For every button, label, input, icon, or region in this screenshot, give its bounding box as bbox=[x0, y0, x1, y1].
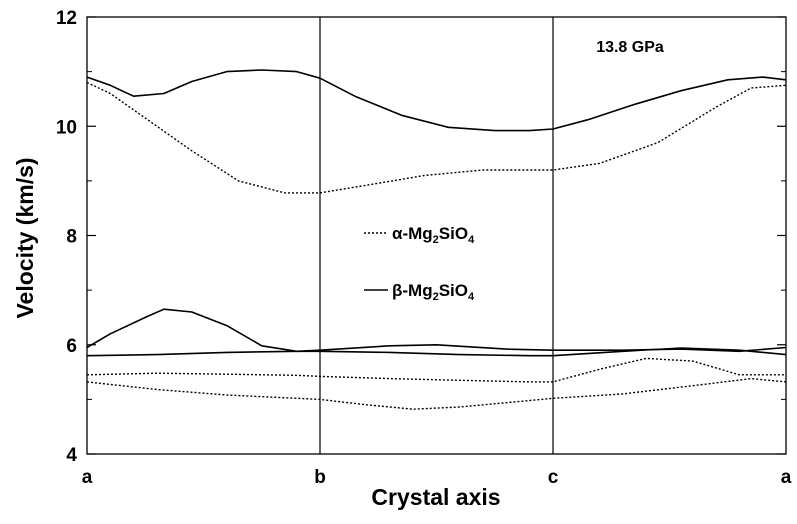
x-tick-label: a bbox=[82, 467, 93, 488]
legend-text-part: SiO bbox=[439, 281, 468, 300]
y-tick-label: 10 bbox=[56, 117, 77, 138]
series-line-4-solid bbox=[86, 347, 787, 357]
y-tick-label: 12 bbox=[56, 8, 77, 29]
legend-subscript: 2 bbox=[433, 291, 439, 303]
series-line-5-dotted bbox=[86, 357, 786, 383]
series-line-6-dotted bbox=[86, 377, 787, 410]
x-tick-label: b bbox=[314, 467, 326, 488]
legend-subscript: 4 bbox=[468, 291, 475, 303]
legend-label: α-Mg2SiO4 bbox=[392, 224, 475, 246]
x-tick-label: a bbox=[781, 467, 792, 488]
series-line-3-solid bbox=[86, 308, 787, 353]
legend-text-part: β-Mg bbox=[392, 281, 433, 300]
legend-subscript: 4 bbox=[468, 234, 475, 246]
y-tick-label: 8 bbox=[66, 227, 77, 248]
legend-label: β-Mg2SiO4 bbox=[392, 281, 475, 303]
y-axis-title: Velocity (km/s) bbox=[12, 157, 38, 318]
y-tick-label: 6 bbox=[66, 336, 77, 357]
y-tick-label: 4 bbox=[66, 445, 77, 466]
legend-text-part: α-Mg bbox=[392, 224, 433, 243]
x-axis-title: Crystal axis bbox=[371, 484, 500, 510]
series-line-1-solid bbox=[86, 69, 787, 132]
legend-subscript: 2 bbox=[433, 234, 439, 246]
x-tick-label: c bbox=[548, 467, 559, 488]
pressure-annotation: 13.8 GPa bbox=[596, 39, 664, 56]
series-line-2-dotted bbox=[86, 81, 787, 194]
legend-text-part: SiO bbox=[439, 224, 468, 243]
